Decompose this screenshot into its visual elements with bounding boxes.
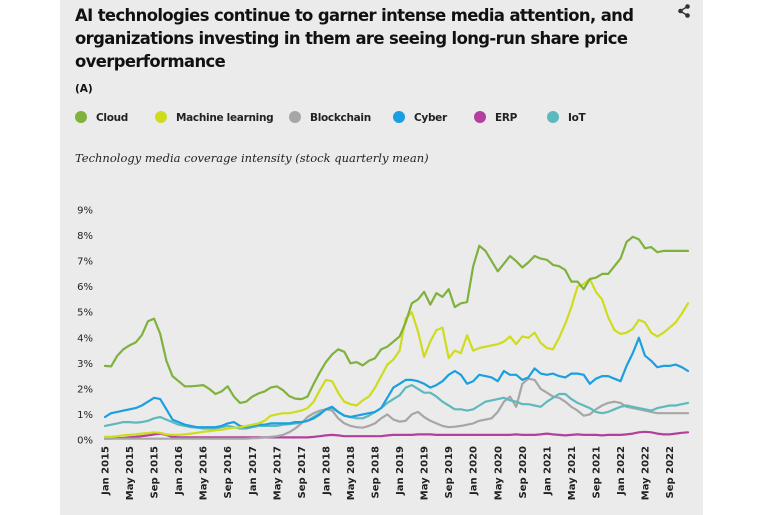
chart-subtitle: Technology media coverage intensity (sto… — [75, 151, 429, 165]
y-tick-label: 4% — [77, 333, 93, 344]
legend-label-cyber: Cyber — [414, 112, 447, 124]
x-tick-label: May 2016 — [199, 446, 210, 500]
x-tick-label: May 2022 — [641, 446, 652, 500]
x-tick-label: May 2018 — [346, 446, 357, 500]
x-tick-label: Sep 2019 — [444, 446, 455, 498]
x-tick-label: Sep 2018 — [371, 446, 382, 498]
legend-swatch-erp — [474, 111, 486, 123]
x-tick-label: Jan 2017 — [248, 446, 259, 496]
legend-swatch-cyber — [393, 111, 405, 123]
y-tick-label: 6% — [77, 282, 93, 293]
x-tick-label: Sep 2016 — [223, 446, 234, 498]
legend-item-machine-learning: Machine learning — [155, 111, 274, 124]
legend-label-erp: ERP — [495, 112, 518, 124]
series-line-blockchain — [103, 377, 690, 440]
legend-item-iot: IoT — [547, 111, 586, 124]
series-line-cyber — [103, 336, 690, 429]
x-tick-label: Jan 2019 — [395, 446, 406, 496]
x-tick-label: May 2021 — [567, 446, 578, 500]
x-tick-label: Sep 2021 — [591, 446, 602, 498]
legend-label-blockchain: Blockchain — [310, 112, 371, 124]
chart-card — [60, 0, 703, 515]
series-line-machine-learning — [103, 277, 690, 438]
y-tick-label: 9% — [77, 206, 93, 217]
legend-label-cloud: Cloud — [96, 112, 129, 124]
x-tick-label: Sep 2015 — [150, 446, 161, 498]
y-tick-label: 2% — [77, 384, 93, 395]
x-tick-label: May 2019 — [420, 446, 431, 500]
y-tick-label: 8% — [77, 231, 93, 242]
x-tick-label: Jan 2018 — [321, 446, 332, 496]
panel-label: (A) — [75, 83, 93, 95]
legend-item-blockchain: Blockchain — [289, 111, 371, 124]
x-tick-label: May 2017 — [272, 446, 283, 500]
series-line-cloud — [103, 235, 690, 404]
chart-title: AI technologies continue to garner inten… — [75, 6, 634, 71]
x-tick-label: Jan 2015 — [101, 446, 112, 496]
legend-item-erp: ERP — [474, 111, 517, 124]
y-tick-label: 1% — [77, 410, 93, 421]
legend-swatch-iot — [547, 111, 559, 123]
line-chart: 0% 1% 2% 3% 4% 5% 6% 7% 8% 9% Jan 2015 May 2015 Sep … — [77, 206, 690, 500]
x-tick-label: Jan 2022 — [616, 446, 627, 496]
series-line-iot — [103, 384, 690, 430]
y-tick-label: 3% — [77, 359, 93, 370]
x-tick-label: Jan 2021 — [542, 446, 553, 496]
x-tick-label: Jan 2020 — [469, 446, 480, 496]
legend-item-cyber: Cyber — [393, 111, 447, 124]
x-tick-label: Jan 2016 — [174, 446, 185, 496]
x-tick-label: Sep 2017 — [297, 446, 308, 498]
share-icon[interactable] — [676, 3, 692, 19]
legend-swatch-blockchain — [289, 111, 301, 123]
legend-label-iot: IoT — [568, 112, 586, 124]
legend-swatch-cloud — [75, 111, 87, 123]
x-tick-label: May 2015 — [125, 446, 136, 500]
legend-label-machine-learning: Machine learning — [176, 112, 274, 124]
y-tick-label: 7% — [77, 257, 93, 268]
x-tick-label: Sep 2020 — [518, 446, 529, 498]
legend-item-cloud: Cloud — [75, 111, 128, 124]
x-tick-label: May 2020 — [493, 446, 504, 500]
x-tick-label: Sep 2022 — [665, 446, 676, 498]
series-line-erp — [103, 430, 690, 440]
y-tick-label: 0% — [77, 436, 93, 447]
y-tick-label: 5% — [77, 308, 93, 319]
legend-swatch-machine-learning — [155, 111, 167, 123]
